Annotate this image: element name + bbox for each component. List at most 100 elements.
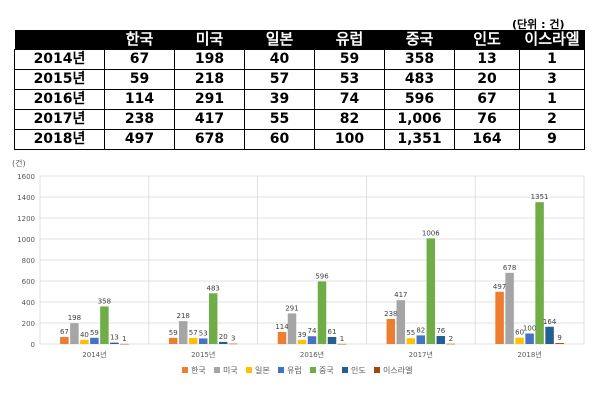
bar bbox=[327, 336, 337, 344]
bar bbox=[168, 337, 178, 344]
legend-swatch bbox=[342, 367, 348, 373]
bar bbox=[297, 339, 307, 344]
y-axis-label: (건) bbox=[12, 158, 26, 168]
table-cell: 67 bbox=[454, 89, 520, 110]
header-korea: 한국 bbox=[104, 30, 175, 50]
table-cell: 2017년 bbox=[14, 109, 105, 130]
table-cell: 164 bbox=[454, 129, 520, 150]
y-tick-label: 1200 bbox=[17, 215, 35, 223]
legend-label: 인도 bbox=[351, 365, 366, 375]
data-label: 20 bbox=[219, 333, 228, 341]
bar bbox=[505, 272, 514, 344]
bar bbox=[70, 323, 79, 344]
x-tick-label: 2018년 bbox=[517, 350, 541, 359]
table-row: 2015년 59 218 57 53 483 20 3 bbox=[14, 69, 585, 90]
bar bbox=[218, 341, 228, 344]
bar bbox=[495, 291, 504, 344]
bar bbox=[555, 343, 564, 344]
bar bbox=[317, 281, 327, 344]
data-label: 238 bbox=[384, 310, 397, 318]
data-table: 한국 미국 일본 유럽 중국 인도 이스라엘 2014년 67 198 40 5… bbox=[14, 30, 585, 150]
bar bbox=[436, 336, 446, 344]
table-cell: 483 bbox=[384, 69, 455, 90]
table-cell: 198 bbox=[174, 49, 245, 70]
table-cell: 1 bbox=[519, 49, 585, 70]
bar bbox=[446, 343, 456, 345]
legend-swatch bbox=[182, 367, 188, 373]
data-label: 59 bbox=[90, 329, 99, 337]
bar bbox=[100, 306, 109, 344]
data-label: 76 bbox=[436, 327, 445, 335]
data-label: 596 bbox=[315, 272, 329, 280]
table-cell: 1,006 bbox=[384, 109, 455, 130]
data-label: 164 bbox=[543, 318, 557, 326]
legend-swatch bbox=[246, 367, 252, 373]
legend-swatch bbox=[214, 367, 220, 373]
table-cell: 100 bbox=[314, 129, 385, 150]
table-row: 2016년 114 291 39 74 596 67 1 bbox=[14, 89, 585, 110]
data-label: 40 bbox=[80, 331, 89, 339]
bar bbox=[307, 336, 317, 344]
table-row: 2018년 497 678 60 100 1,351 164 9 bbox=[14, 129, 585, 150]
table-cell: 2015년 bbox=[14, 69, 105, 90]
bar bbox=[386, 319, 396, 344]
table-cell: 74 bbox=[314, 89, 385, 110]
table-cell: 114 bbox=[104, 89, 175, 110]
data-label: 1 bbox=[122, 335, 126, 343]
data-label: 1 bbox=[340, 335, 344, 343]
table-row: 2017년 238 417 55 82 1,006 76 2 bbox=[14, 109, 585, 130]
y-tick-label: 400 bbox=[22, 299, 35, 307]
data-label: 1351 bbox=[531, 193, 549, 201]
table-cell: 218 bbox=[174, 69, 245, 90]
table-cell: 67 bbox=[104, 49, 175, 70]
header-japan: 일본 bbox=[244, 30, 315, 50]
bar bbox=[110, 342, 119, 344]
legend-label: 일본 bbox=[255, 366, 270, 375]
table-cell: 9 bbox=[519, 129, 585, 150]
data-label: 483 bbox=[207, 284, 220, 292]
data-label: 678 bbox=[503, 264, 516, 272]
table-row: 2014년 67 198 40 59 358 13 1 bbox=[14, 49, 585, 70]
data-label: 39 bbox=[298, 331, 307, 339]
legend-label: 미국 bbox=[223, 366, 238, 375]
y-tick-label: 800 bbox=[22, 257, 35, 265]
bar bbox=[525, 333, 534, 344]
bar bbox=[396, 300, 406, 344]
legend-label: 이스라엘 bbox=[383, 365, 412, 375]
data-label: 13 bbox=[110, 334, 119, 342]
x-tick-label: 2017년 bbox=[409, 350, 433, 359]
bar bbox=[545, 326, 554, 344]
legend-swatch bbox=[278, 367, 284, 373]
x-tick-label: 2015년 bbox=[191, 350, 215, 359]
legend-label: 한국 bbox=[191, 366, 206, 375]
bar bbox=[198, 338, 208, 344]
table-header-row: 한국 미국 일본 유럽 중국 인도 이스라엘 bbox=[14, 30, 585, 50]
y-tick-label: 1600 bbox=[17, 173, 35, 181]
data-label: 218 bbox=[177, 312, 190, 320]
table-cell: 40 bbox=[244, 49, 315, 70]
table-cell: 60 bbox=[244, 129, 315, 150]
data-label: 198 bbox=[68, 314, 81, 322]
y-tick-label: 200 bbox=[22, 320, 35, 328]
bar bbox=[228, 343, 238, 345]
data-label: 291 bbox=[285, 304, 298, 312]
table-cell: 59 bbox=[104, 69, 175, 90]
header-usa: 미국 bbox=[174, 30, 245, 50]
table-cell: 2016년 bbox=[14, 89, 105, 110]
bar bbox=[188, 338, 198, 344]
table-cell: 291 bbox=[174, 89, 245, 110]
table-cell: 53 bbox=[314, 69, 385, 90]
legend-swatch bbox=[374, 367, 380, 373]
data-label: 59 bbox=[169, 329, 178, 337]
bar bbox=[426, 238, 436, 344]
y-tick-label: 600 bbox=[22, 278, 35, 286]
table-cell: 13 bbox=[454, 49, 520, 70]
table-cell: 417 bbox=[174, 109, 245, 130]
table-cell: 57 bbox=[244, 69, 315, 90]
data-label: 67 bbox=[60, 328, 69, 336]
table-cell: 1 bbox=[519, 89, 585, 110]
data-label: 61 bbox=[328, 328, 337, 336]
table-cell: 2 bbox=[519, 109, 585, 130]
y-tick-label: 1000 bbox=[17, 236, 35, 244]
